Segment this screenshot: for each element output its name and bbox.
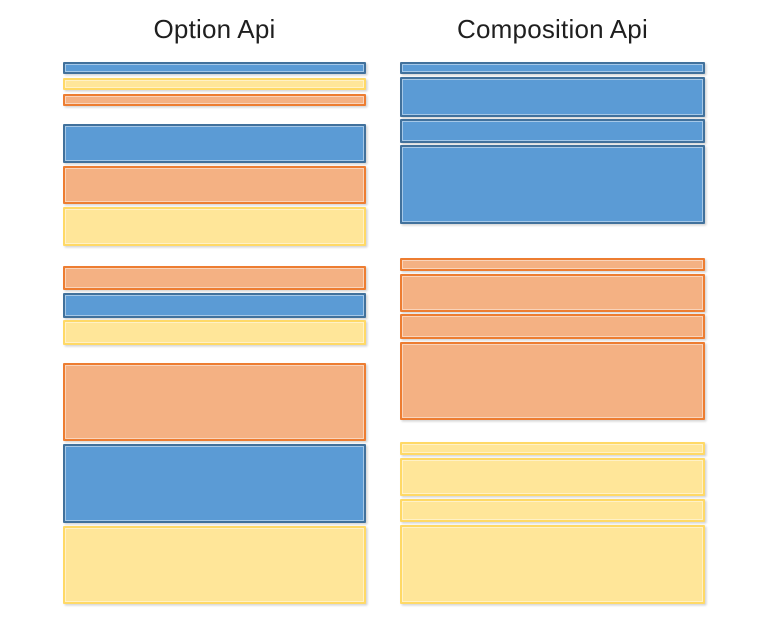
option-api-yellow-bar (63, 526, 366, 604)
option-api-orange-bar (63, 94, 366, 106)
composition-api-blue-bar (400, 62, 705, 74)
composition-api-blue-bar (400, 119, 705, 143)
option-api-blue-bar (63, 124, 366, 163)
option-api-yellow-bar (63, 320, 366, 345)
composition-api-orange-bar (400, 258, 705, 271)
option-api-yellow-bar (63, 78, 366, 90)
option-api-orange-bar (63, 166, 366, 204)
composition-api-yellow-bar (400, 458, 705, 496)
composition-api-orange-bar (400, 342, 705, 420)
composition-api-title: Composition Api (457, 14, 648, 44)
composition-api-yellow-bar (400, 499, 705, 522)
composition-api-orange-bar (400, 274, 705, 312)
composition-api-yellow-bar (400, 525, 705, 604)
option-api-blue-bar (63, 444, 366, 523)
option-api-yellow-bar (63, 207, 366, 246)
option-api-title: Option Api (153, 14, 276, 44)
composition-api-blue-bar (400, 145, 705, 224)
composition-api-blue-bar (400, 77, 705, 117)
composition-api-yellow-bar (400, 442, 705, 455)
option-api-blue-bar (63, 62, 366, 74)
option-api-orange-bar (63, 266, 366, 290)
composition-api-orange-bar (400, 314, 705, 339)
option-api-orange-bar (63, 363, 366, 441)
option-api-blue-bar (63, 293, 366, 318)
